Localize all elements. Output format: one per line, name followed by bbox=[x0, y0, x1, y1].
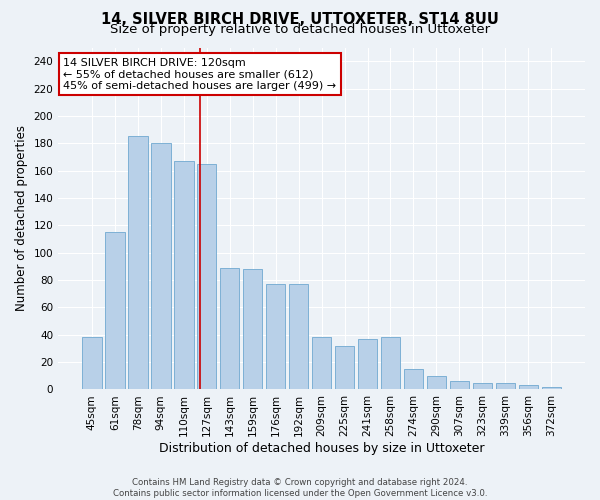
Bar bbox=[174, 161, 194, 390]
Bar bbox=[266, 284, 286, 390]
Bar bbox=[542, 386, 561, 390]
Bar bbox=[105, 232, 125, 390]
Bar bbox=[82, 338, 101, 390]
Bar bbox=[427, 376, 446, 390]
Bar bbox=[518, 386, 538, 390]
Bar bbox=[220, 268, 239, 390]
Bar bbox=[473, 382, 492, 390]
Bar bbox=[404, 369, 423, 390]
Bar bbox=[335, 346, 355, 390]
Text: 14 SILVER BIRCH DRIVE: 120sqm
← 55% of detached houses are smaller (612)
45% of : 14 SILVER BIRCH DRIVE: 120sqm ← 55% of d… bbox=[64, 58, 337, 91]
X-axis label: Distribution of detached houses by size in Uttoxeter: Distribution of detached houses by size … bbox=[159, 442, 484, 455]
Bar bbox=[289, 284, 308, 390]
Bar bbox=[197, 164, 217, 390]
Bar bbox=[381, 338, 400, 390]
Bar bbox=[243, 269, 262, 390]
Bar bbox=[496, 382, 515, 390]
Bar bbox=[312, 338, 331, 390]
Bar bbox=[449, 382, 469, 390]
Bar bbox=[151, 143, 170, 390]
Text: Contains HM Land Registry data © Crown copyright and database right 2024.
Contai: Contains HM Land Registry data © Crown c… bbox=[113, 478, 487, 498]
Text: Size of property relative to detached houses in Uttoxeter: Size of property relative to detached ho… bbox=[110, 22, 490, 36]
Y-axis label: Number of detached properties: Number of detached properties bbox=[15, 126, 28, 312]
Text: 14, SILVER BIRCH DRIVE, UTTOXETER, ST14 8UU: 14, SILVER BIRCH DRIVE, UTTOXETER, ST14 … bbox=[101, 12, 499, 28]
Bar bbox=[358, 339, 377, 390]
Bar bbox=[128, 136, 148, 390]
